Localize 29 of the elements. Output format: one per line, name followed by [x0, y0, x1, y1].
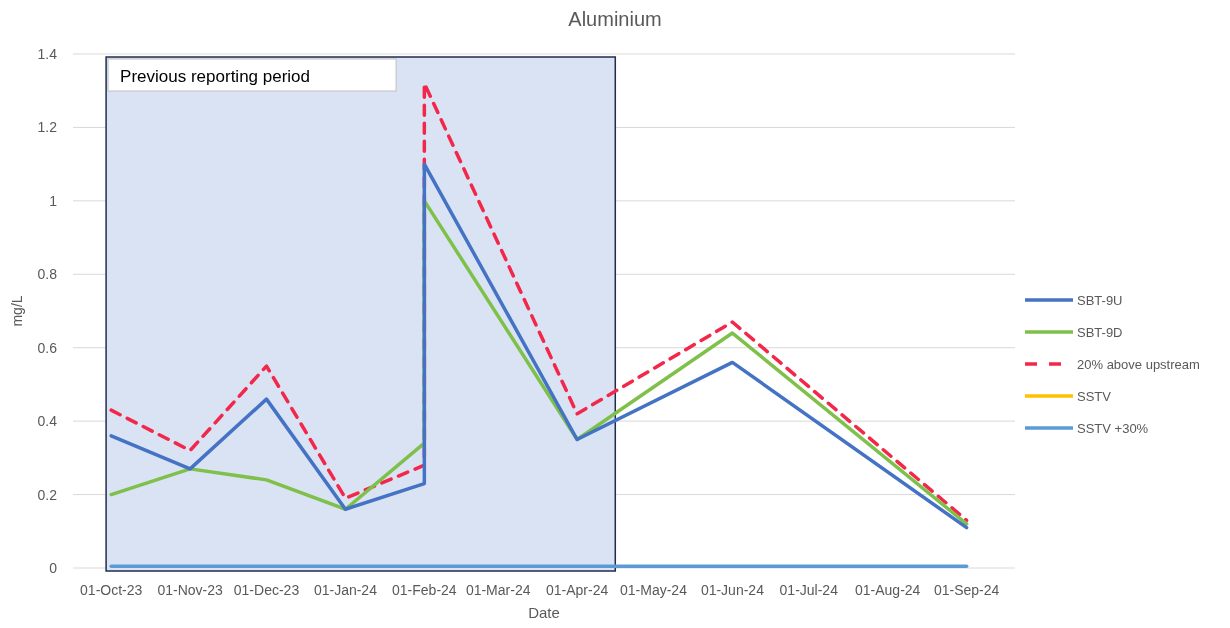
x-tick-label: 01-Feb-24 — [392, 582, 457, 598]
x-tick-label: 01-May-24 — [620, 582, 688, 598]
y-tick-label: 0.6 — [37, 339, 58, 356]
legend-label: SSTV — [1077, 389, 1112, 404]
y-tick-label: 1.4 — [37, 46, 58, 62]
y-tick-label: 0.8 — [37, 266, 58, 283]
x-tick-label: 01-Dec-23 — [233, 582, 300, 598]
legend-label: SBT-9D — [1077, 325, 1123, 340]
y-axis-title: mg/L — [9, 295, 25, 327]
y-tick-label: 0.2 — [37, 486, 58, 503]
y-tick-label: 0.4 — [37, 413, 58, 430]
y-tick-label: 1 — [49, 192, 58, 209]
x-tick-label: 01-Jun-24 — [700, 582, 765, 598]
y-tick-label: 1.2 — [37, 119, 58, 136]
x-tick-label: 01-Jan-24 — [313, 582, 378, 598]
x-tick-label: 01-Aug-24 — [855, 582, 921, 598]
x-tick-label: 01-Nov-23 — [157, 582, 224, 598]
chart-title: Aluminium — [568, 8, 662, 30]
x-tick-label: 01-Mar-24 — [465, 582, 531, 598]
x-axis-title: Date — [528, 604, 560, 621]
legend-label: 20% above upstream — [1077, 357, 1200, 372]
x-tick-label: 01-Jul-24 — [779, 582, 839, 598]
x-tick-label: 01-Oct-23 — [80, 582, 143, 598]
x-tick-label: 01-Apr-24 — [545, 582, 609, 598]
band-label: Previous reporting period — [120, 67, 311, 86]
x-tick-label: 01-Sep-24 — [933, 582, 1000, 598]
legend-label: SBT-9U — [1077, 293, 1123, 308]
legend-label: SSTV +30% — [1077, 421, 1149, 436]
y-tick-label: 0 — [49, 560, 58, 576]
